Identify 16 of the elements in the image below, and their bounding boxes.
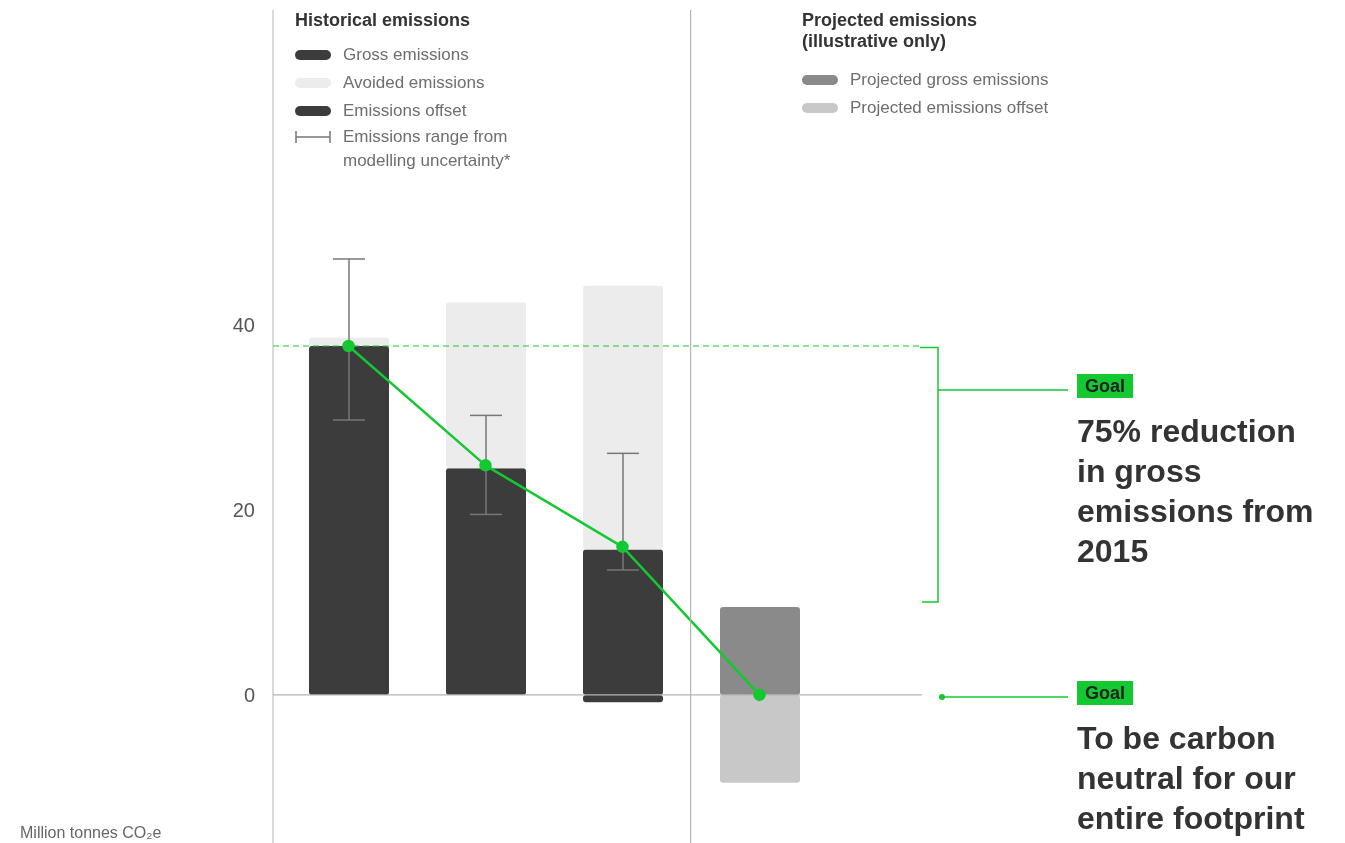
text: To be carbon neutral for our entire footprint [1077,719,1306,838]
annotation: Historical emissions [295,10,472,31]
text: Goal [1077,374,1134,398]
annotation: Projected emissions (illustrative only) [802,10,979,52]
legend-label: Avoided emissions [343,73,485,93]
y-axis-title: Million tonnes CO₂e [20,824,162,842]
y-tick-label: 40 [232,313,255,336]
legend-label: Emissions offset [343,101,467,121]
legend-label: Projected gross emissions [850,70,1049,90]
text: Goal [1077,681,1134,705]
text: 75% reduction in gross emissions from 2015 [1077,412,1315,571]
y-tick-label: 0 [243,684,255,707]
annotation: Emissions range from modelling uncertainty* [343,126,512,172]
y-tick-label: 20 [232,498,255,521]
legend-label: Projected emissions offset [850,98,1049,118]
legend-label: Gross emissions [343,45,469,65]
